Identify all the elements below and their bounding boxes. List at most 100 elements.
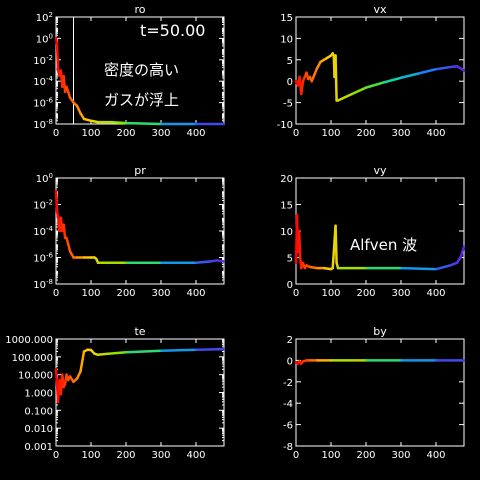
data-point [303,76,306,78]
data-point [459,256,462,259]
y-tick-label: -2 [283,378,293,389]
x-tick-label: 400 [426,128,445,139]
data-point [456,65,458,68]
series-line [54,347,226,404]
y-tick-label: 10-4 [33,75,53,88]
data-point [55,190,57,193]
data-point [302,80,304,83]
series-segment [336,92,354,102]
y-tick-label: 100 [36,172,53,185]
y-tick-label: -8 [283,442,293,453]
data-point [309,359,311,362]
series-segment [75,370,82,380]
x-tick-label: 400 [186,128,205,139]
series-segment [300,79,305,96]
data-point [326,56,329,59]
data-point [67,91,70,93]
data-point [93,256,96,259]
series-line [294,52,466,102]
data-point [305,264,308,267]
y-tick-label: 10 [280,227,293,238]
series-segment [434,264,452,271]
x-tick-label: 400 [186,288,205,299]
y-tick-label: 0.010 [24,424,53,435]
data-point [400,76,402,79]
data-point [310,80,313,83]
series-segment [399,266,438,271]
series-segment [110,120,128,125]
data-point [160,261,162,264]
series-segment [331,240,336,270]
data-point [56,210,58,213]
series-segment [124,349,163,354]
data-point [95,257,98,260]
x-tick-label: 200 [116,128,135,139]
data-point [90,256,92,259]
series-line [54,190,226,265]
series-segment [96,352,110,357]
data-point [76,256,78,259]
series-segment [417,67,438,75]
y-tick-label: 0 [287,77,293,88]
y-tick-label: 102 [36,11,53,24]
data-point [64,237,66,239]
data-point [332,54,335,57]
data-point [195,348,197,351]
x-tick-label: 300 [391,128,410,139]
panel-title-by: by [373,325,387,338]
x-tick-label: 300 [391,450,410,461]
chart-annotation: 密度の高い [104,61,180,79]
data-point [333,76,336,78]
data-point [223,348,225,351]
data-point [337,99,339,102]
data-point [195,123,197,125]
series-segment [54,190,59,213]
x-tick-label: 100 [81,128,100,139]
data-point [296,214,298,217]
x-tick-label: 200 [116,450,135,461]
data-point [295,80,297,83]
data-point [323,267,325,269]
data-point [61,85,64,88]
data-point [62,223,65,226]
data-point [296,84,299,87]
data-point [64,91,66,93]
data-point [72,256,75,259]
x-tick-label: 300 [151,128,170,139]
panel-title-vx: vx [373,3,387,16]
data-point [72,380,75,383]
data-point [57,216,59,219]
series-segment [334,54,338,102]
data-point [295,361,297,364]
data-point [125,122,127,125]
x-tick-label: 200 [356,450,375,461]
series-segment [382,76,403,84]
x-tick-label: 0 [293,450,299,461]
chart-annotation: t=50.00 [140,21,206,40]
y-tick-label: 100.000 [12,353,53,364]
data-point [56,383,58,385]
data-point [67,379,70,381]
data-point [65,85,68,88]
series-line [294,359,466,365]
data-point [365,86,367,89]
data-point [60,69,62,72]
panel-title-pr: pr [134,164,146,177]
plot-frame [55,177,225,285]
data-point [351,93,353,95]
data-point [65,237,68,239]
data-point [312,76,315,78]
series-segment [364,81,385,89]
data-point [316,267,318,269]
data-point [459,67,462,70]
data-point [365,359,367,362]
y-tick-label: 20 [280,174,293,185]
data-point [456,261,458,264]
y-tick-label: 0.100 [24,406,53,417]
data-point [298,230,301,232]
x-tick-label: 300 [151,288,170,299]
series-segment [350,86,368,96]
y-tick-label: 15 [280,201,293,212]
chart-annotation: ガスが浮上 [104,91,180,109]
